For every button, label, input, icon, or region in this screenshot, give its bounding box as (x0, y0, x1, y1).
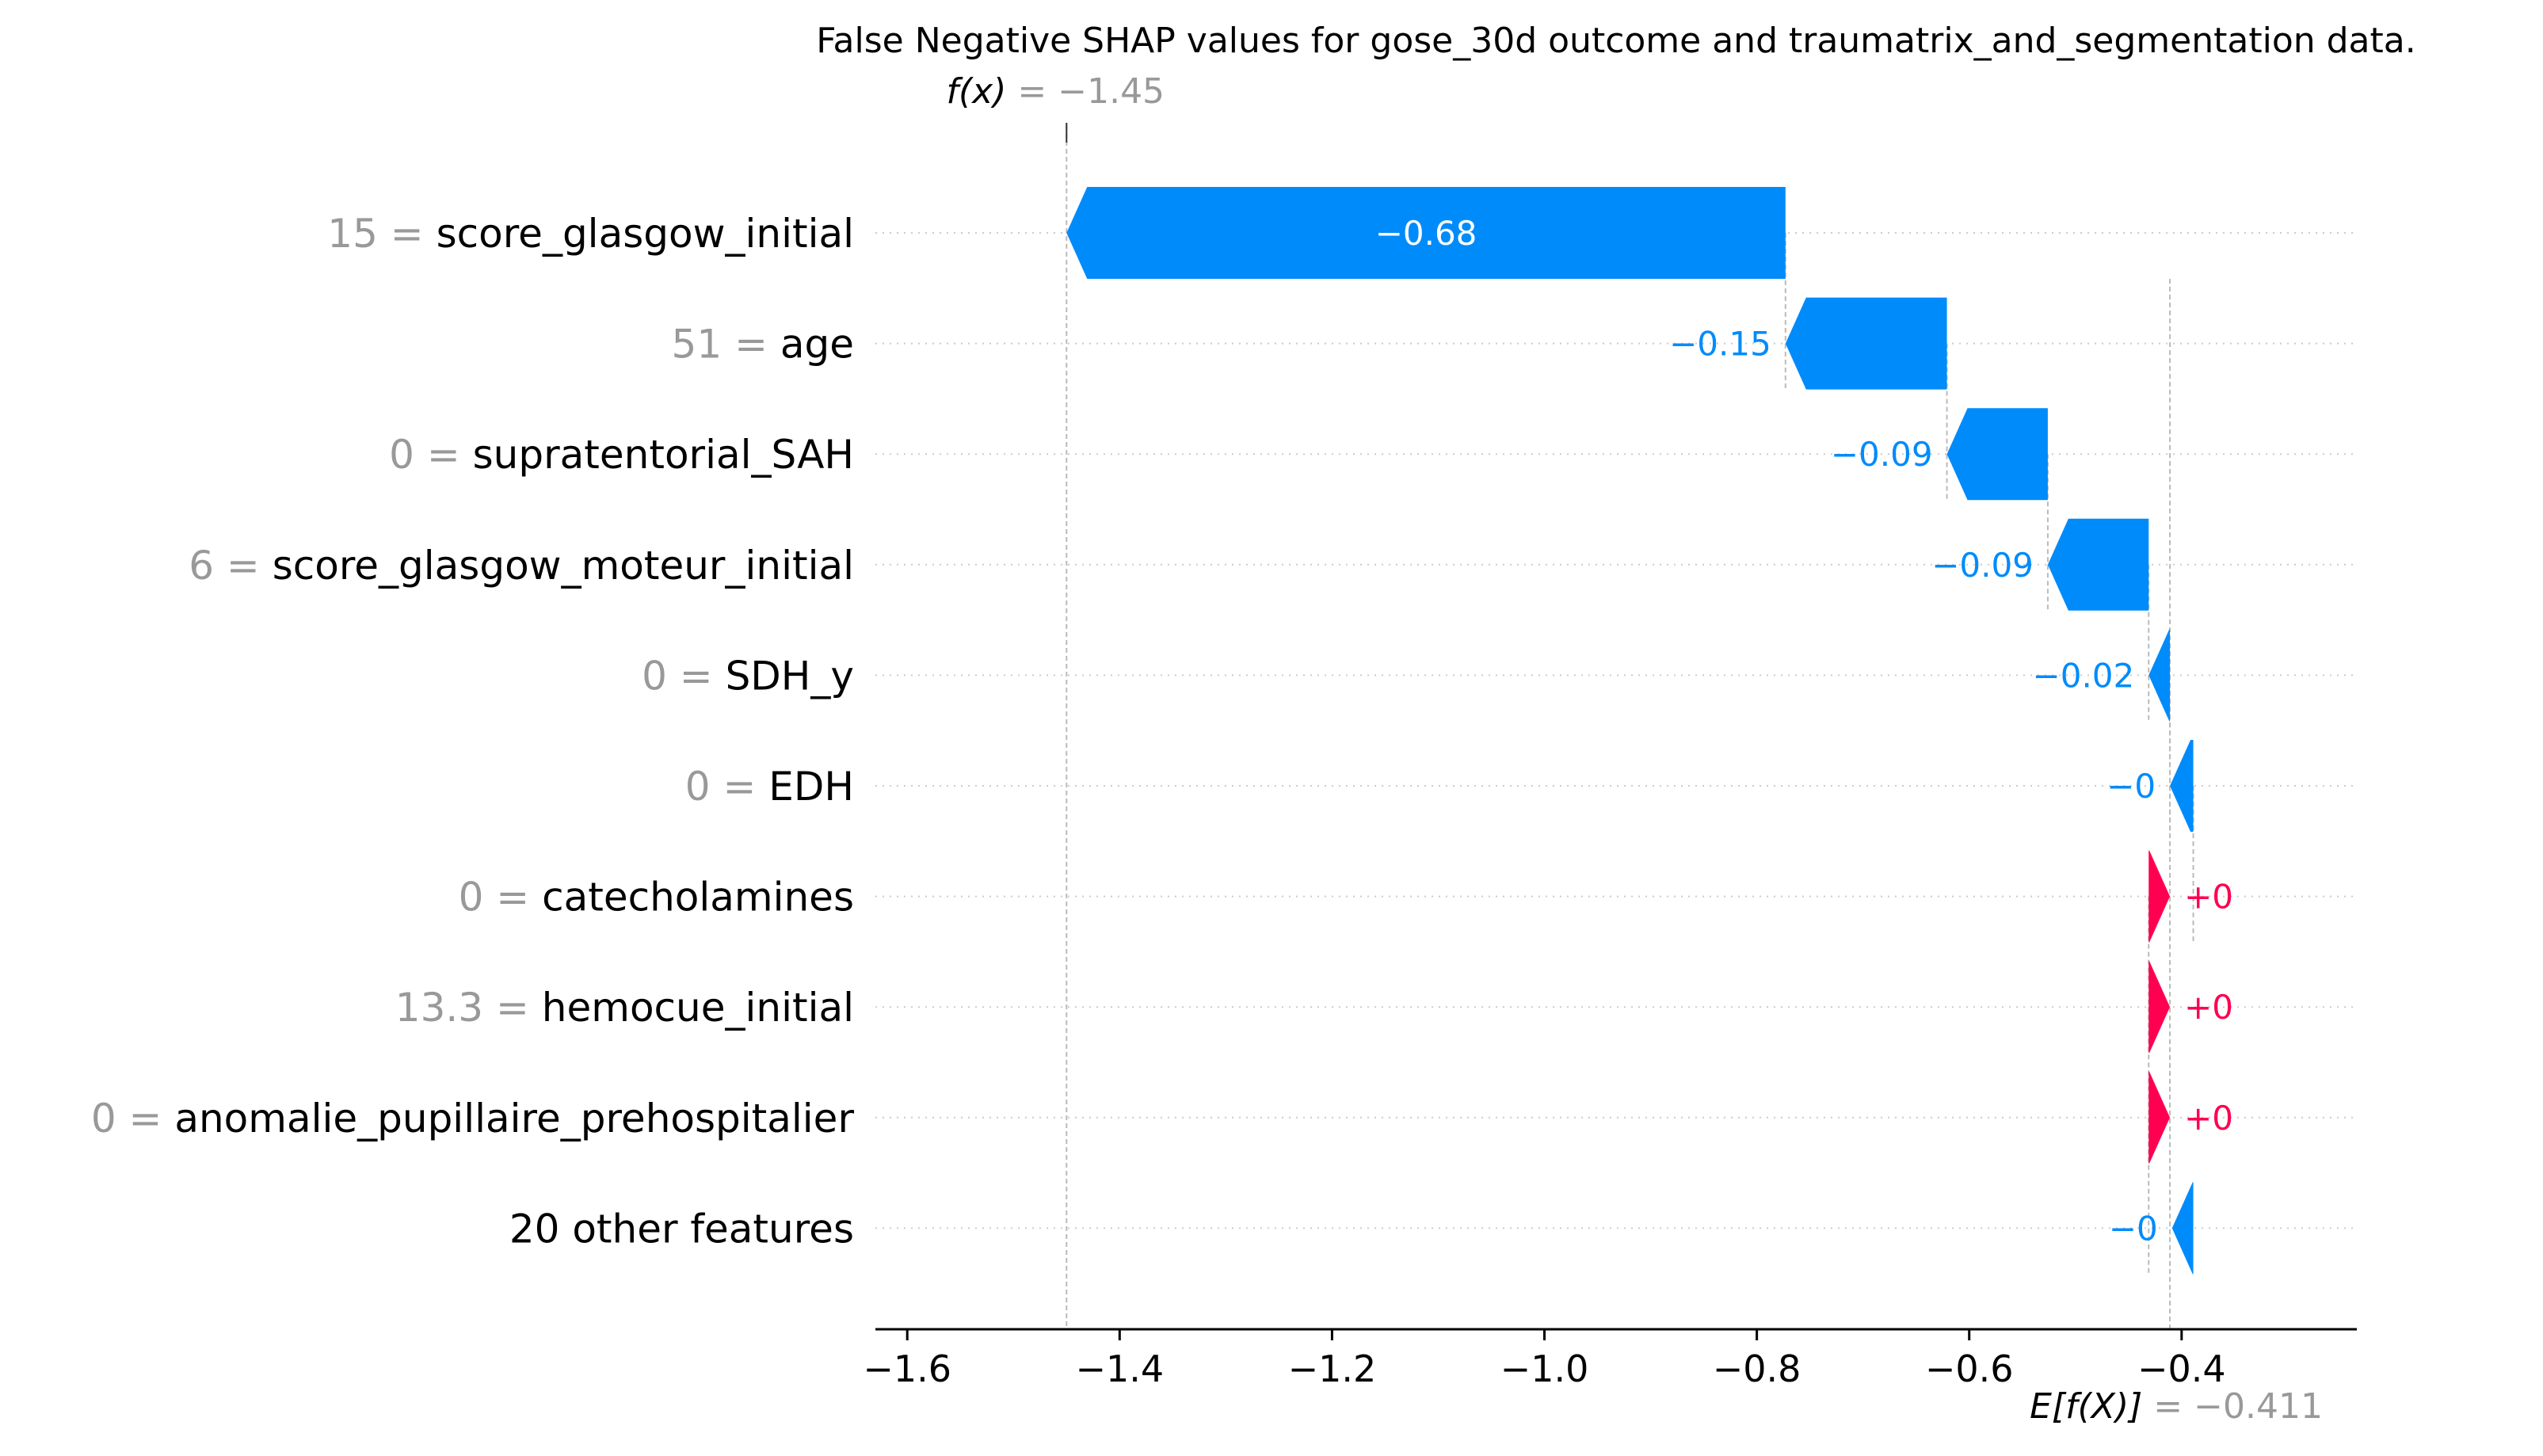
feature-name: age (780, 322, 854, 368)
feature-value: 6 = (189, 543, 273, 589)
feature-value: 0 = (389, 432, 473, 478)
fx-value: = −1.45 (1006, 71, 1165, 112)
feature-label: 0 = anomalie_pupillaire_prehospitalier (91, 1096, 855, 1142)
feature-label: 15 = score_glasgow_initial (327, 211, 854, 257)
feature-name: anomalie_pupillaire_prehospitalier (174, 1096, 854, 1142)
fx-annotation: f(x) = −1.45 (947, 71, 1165, 112)
x-tick-label: −1.4 (1075, 1347, 1164, 1390)
bar-sdh-y (2148, 629, 2171, 722)
feature-label: 0 = catecholamines (459, 875, 854, 920)
feature-name: SDH_y (726, 653, 854, 699)
bar-supratentorial-sah (1946, 408, 2048, 501)
fx-label: f(x) (947, 71, 1007, 112)
bar-score-glasgow-moteur-initial (2047, 518, 2149, 611)
bar-age (1785, 297, 1947, 390)
bar-value-label: +0 (2184, 878, 2233, 917)
bar-edh (2170, 740, 2194, 832)
efx-label: E[f(X)] (2030, 1386, 2142, 1427)
feature-name: EDH (768, 764, 854, 810)
x-tick-label: −1.0 (1500, 1347, 1589, 1390)
bar-value-label: −0.09 (1831, 435, 1933, 474)
feature-label: 0 = supratentorial_SAH (389, 432, 854, 478)
x-tick-label: −0.6 (1925, 1347, 2014, 1390)
feature-name: 20 other features (509, 1206, 854, 1252)
feature-name: score_glasgow_moteur_initial (273, 543, 854, 589)
bar-value-label: +0 (2184, 1099, 2233, 1138)
bars-layer: −0.68 −0.15 −0.09 −0.09 −0.02 −0 +0 +0 +0 −0 (1066, 187, 2233, 1275)
feature-value: 0 = (685, 764, 769, 810)
bar-value-label: −0.15 (1669, 325, 1771, 364)
bar-value-label: +0 (2184, 988, 2233, 1027)
bar-20-other-features (2171, 1182, 2194, 1275)
feature-value: 0 = (459, 875, 543, 920)
feature-name: score_glasgow_initial (437, 211, 854, 257)
feature-label: 6 = score_glasgow_moteur_initial (189, 543, 854, 589)
grid-layer (875, 232, 2357, 1229)
bar-hemocue-initial (2148, 961, 2171, 1054)
feature-name: catecholamines (542, 875, 854, 920)
efx-annotation: E[f(X)] = −0.411 (2030, 1386, 2323, 1427)
feature-value: 0 = (91, 1096, 175, 1142)
feature-labels-layer: 15 = score_glasgow_initial 51 = age 0 = su… (91, 211, 855, 1252)
x-tick-label: −0.4 (2137, 1347, 2226, 1390)
feature-label: 0 = EDH (685, 764, 854, 810)
bar-value-label: −0 (2106, 767, 2156, 806)
feature-label: 0 = SDH_y (642, 653, 854, 699)
chart-title: False Negative SHAP values for gose_30d … (816, 21, 2415, 61)
bar-value-label: −0.68 (1375, 214, 1477, 253)
feature-name: supratentorial_SAH (473, 432, 854, 478)
efx-value: = −0.411 (2142, 1386, 2323, 1427)
bar-anomalie-pupillaire-prehospitalier (2148, 1071, 2171, 1164)
feature-value: 51 = (672, 322, 780, 368)
bar-value-label: −0.02 (2033, 656, 2135, 695)
bar-value-label: −0 (2109, 1209, 2158, 1248)
feature-label: 20 other features (509, 1206, 854, 1252)
x-tick-label: −0.8 (1713, 1347, 1801, 1390)
feature-value: 13.3 = (395, 985, 542, 1031)
bar-score-glasgow-initial (1066, 187, 1786, 279)
x-axis: −1.6 −1.4 −1.2 −1.0 −0.8 −0.6 −0.4 (863, 1328, 2357, 1390)
feature-label: 13.3 = hemocue_initial (395, 985, 854, 1031)
feature-name: hemocue_initial (542, 985, 854, 1031)
bar-value-label: −0.09 (1931, 546, 2034, 585)
feature-label: 51 = age (672, 322, 854, 368)
feature-value: 15 = (327, 211, 436, 257)
bar-catecholamines (2148, 850, 2171, 943)
feature-value: 0 = (642, 653, 726, 699)
x-tick-label: −1.2 (1288, 1347, 1377, 1390)
x-tick-label: −1.6 (863, 1347, 951, 1390)
